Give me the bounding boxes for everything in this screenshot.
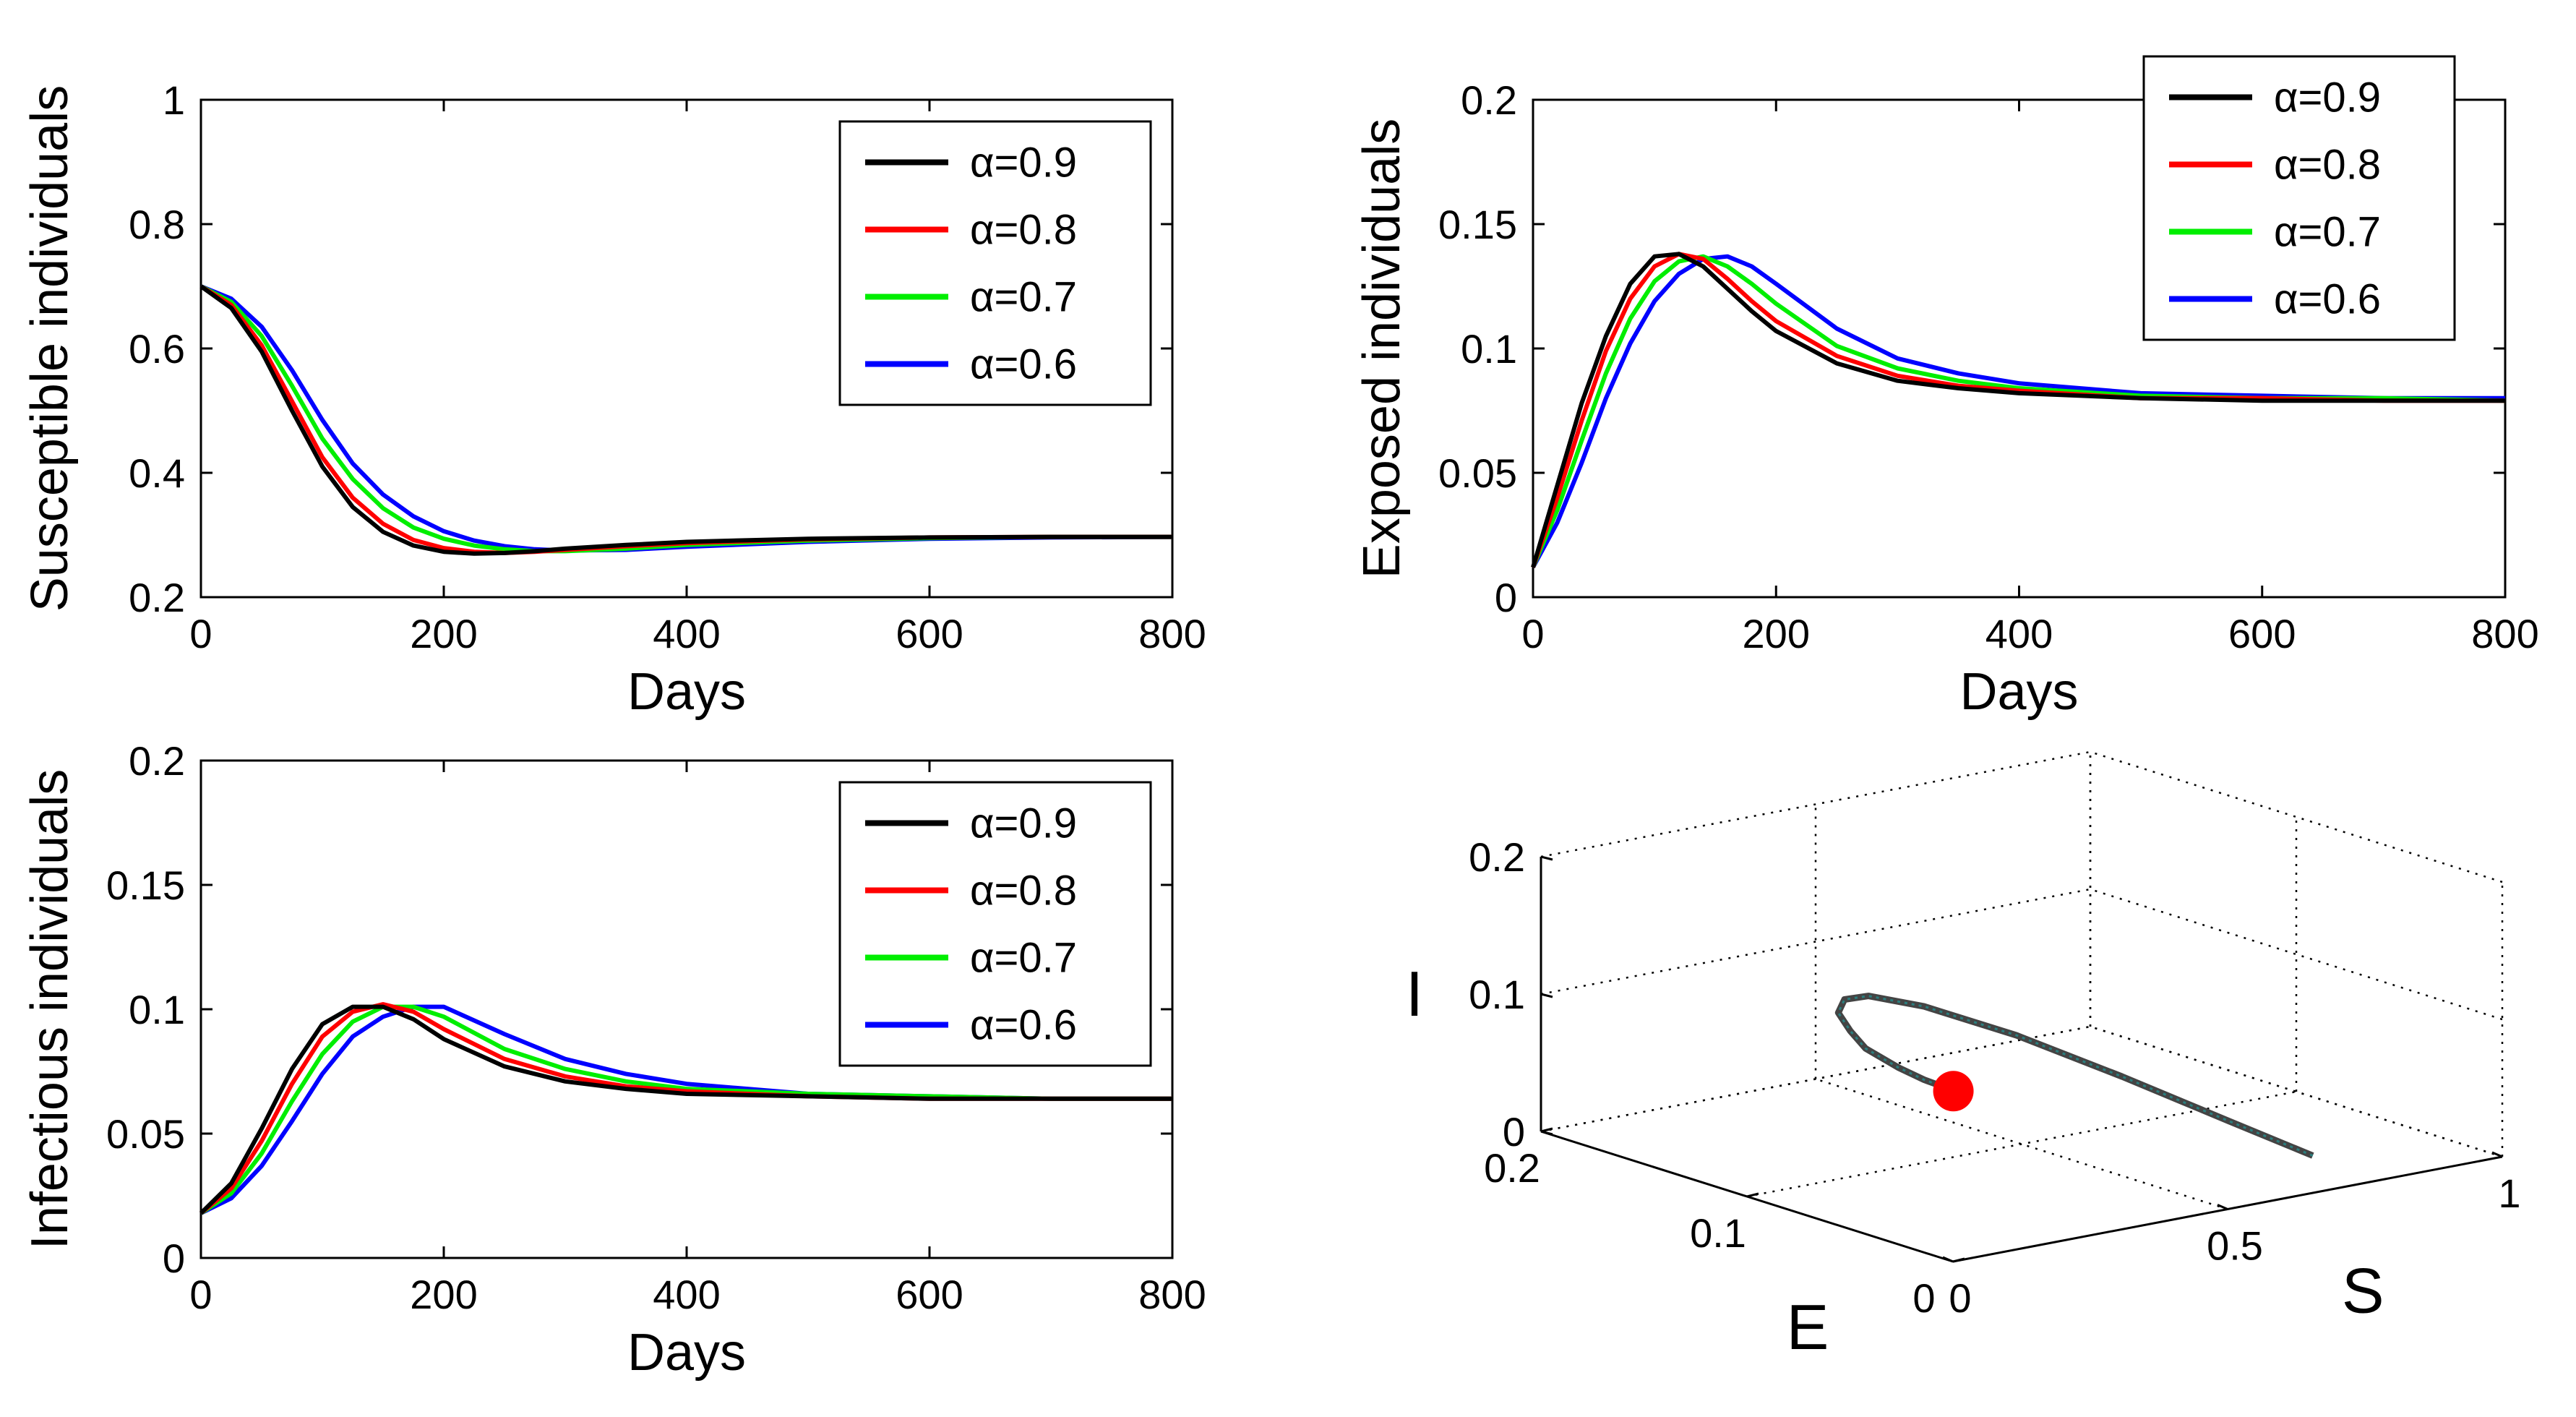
legend-label: α=0.8	[970, 868, 1077, 915]
x-tick-label: 600	[896, 1272, 963, 1317]
y-tick-label: 0.1	[1461, 326, 1517, 372]
i-tick-label: 0.2	[1469, 834, 1525, 880]
x-axis-label: Days	[1959, 663, 2078, 721]
y-tick-label: 0.05	[1438, 450, 1517, 496]
s-axis-label: S	[2342, 1255, 2384, 1327]
y-tick-label: 0.05	[106, 1111, 185, 1157]
legend-label: α=0.8	[970, 207, 1077, 254]
legend-box	[838, 120, 1152, 406]
s-tick-label: 0	[1949, 1275, 1971, 1321]
i-axis-label: I	[1406, 958, 1423, 1029]
y-tick-label: 0.2	[129, 738, 185, 784]
x-tick-label: 600	[2228, 611, 2296, 656]
x-tick-label: 400	[653, 611, 720, 656]
e-tick-label: 0.2	[1484, 1145, 1540, 1191]
legend-label: α=0.7	[970, 935, 1077, 982]
grid-line	[1540, 1025, 2091, 1133]
trajectory-line-overlay	[1837, 995, 2314, 1157]
series-line-3	[1531, 254, 2505, 569]
y-tick-label: 1	[163, 77, 185, 123]
x-tick-label: 400	[1985, 611, 2053, 656]
legend: α=0.9 α=0.8 α=0.7 α=0.6	[838, 120, 1152, 406]
x-tick-label: 800	[1138, 611, 1206, 656]
y-tick-label: 0.2	[129, 575, 185, 620]
s-tick-mark	[1942, 1256, 1954, 1263]
s-tick-mark	[2217, 1204, 2228, 1210]
x-tick-label: 0	[1521, 611, 1544, 656]
grid-line	[1746, 1090, 2297, 1198]
legend: α=0.9 α=0.8 α=0.7 α=0.6	[2142, 55, 2456, 341]
series-line-0	[199, 284, 1172, 556]
x-tick-label: 200	[410, 611, 477, 656]
legend-label: α=0.7	[970, 274, 1077, 321]
y-tick-label: 0.2	[1461, 77, 1517, 123]
y-tick-label: 0.6	[129, 326, 185, 372]
legend: α=0.9 α=0.8 α=0.7 α=0.6	[838, 781, 1152, 1067]
x-tick-label: 200	[410, 1272, 477, 1317]
x-tick-label: 600	[896, 611, 963, 656]
grid-line	[1540, 888, 2091, 996]
e-tick-label: 0.1	[1690, 1210, 1746, 1256]
equilibrium-point	[1933, 1071, 1974, 1112]
x-axis-label: Days	[627, 663, 746, 721]
x-axis-label: Days	[627, 1324, 746, 1382]
i-tick-label: 0	[1503, 1109, 1525, 1155]
y-tick-label: 0.4	[129, 450, 185, 496]
panel-susceptible: 0 200 400 600 800 0.2 0.4 0.6 0.8 1 Days Susceptibl…	[21, 77, 1206, 721]
legend-label: α=0.6	[2274, 276, 2381, 323]
s-tick-label: 1	[2498, 1170, 2520, 1216]
series-group	[1531, 252, 2506, 569]
y-tick-label: 0.15	[1438, 202, 1517, 247]
y-tick-label: 0	[163, 1236, 185, 1281]
grid-line	[2090, 750, 2503, 883]
s-tick-label: 0.5	[2207, 1223, 2263, 1269]
panel-infectious: 0 200 400 600 800 0 0.05 0.1 0.15 0.2 Days Infectio…	[21, 738, 1206, 1382]
y-tick-label: 0	[1495, 575, 1517, 620]
legend-label: α=0.6	[970, 341, 1077, 388]
s-tick-mark	[2491, 1151, 2503, 1158]
y-axis-label: Susceptible individuals	[21, 85, 79, 612]
x-tick-label: 0	[189, 1272, 212, 1317]
grid-line	[1540, 750, 2091, 858]
series-group	[199, 1002, 1172, 1215]
legend-label: α=0.9	[970, 140, 1077, 187]
i-tick-label: 0.1	[1469, 972, 1525, 1017]
y-axis-label: Exposed individuals	[1353, 119, 1411, 578]
trajectory-line	[1834, 993, 2314, 1159]
i-tick-mark	[1540, 993, 1553, 998]
y-axis-label: Infectious individuals	[21, 769, 79, 1249]
i-tick-mark	[1540, 855, 1553, 861]
y-tick-label: 0.15	[106, 862, 185, 908]
e-axis-label: E	[1787, 1291, 1829, 1363]
e-tick-mark	[1952, 1257, 1965, 1263]
y-tick-label: 0.8	[129, 202, 185, 247]
series-line-0	[1531, 252, 2505, 568]
series-group	[199, 284, 1173, 556]
x-tick-label: 200	[1743, 611, 1810, 656]
legend-label: α=0.6	[970, 1002, 1077, 1049]
e-tick-mark	[1746, 1192, 1759, 1198]
x-tick-label: 0	[189, 611, 212, 656]
legend-label: α=0.9	[970, 800, 1077, 847]
x-tick-label: 400	[653, 1272, 720, 1317]
series-line-0	[199, 1004, 1172, 1215]
x-tick-label: 800	[2471, 611, 2538, 656]
x-tick-label: 800	[1138, 1272, 1206, 1317]
y-tick-label: 0.1	[129, 987, 185, 1032]
legend-box	[838, 781, 1152, 1067]
legend-label: α=0.8	[2274, 142, 2381, 189]
e-tick-label: 0	[1912, 1275, 1935, 1321]
legend-label: α=0.9	[2274, 74, 2381, 121]
series-line-2	[1531, 254, 2506, 568]
legend-box	[2142, 55, 2456, 341]
panel-exposed: 0 200 400 600 800 0 0.05 0.1 0.15 0.2 Days Exposed …	[1353, 55, 2539, 721]
series-line-2	[199, 1004, 1172, 1215]
i-tick-mark	[1540, 1130, 1553, 1136]
legend-label: α=0.7	[2274, 209, 2381, 256]
